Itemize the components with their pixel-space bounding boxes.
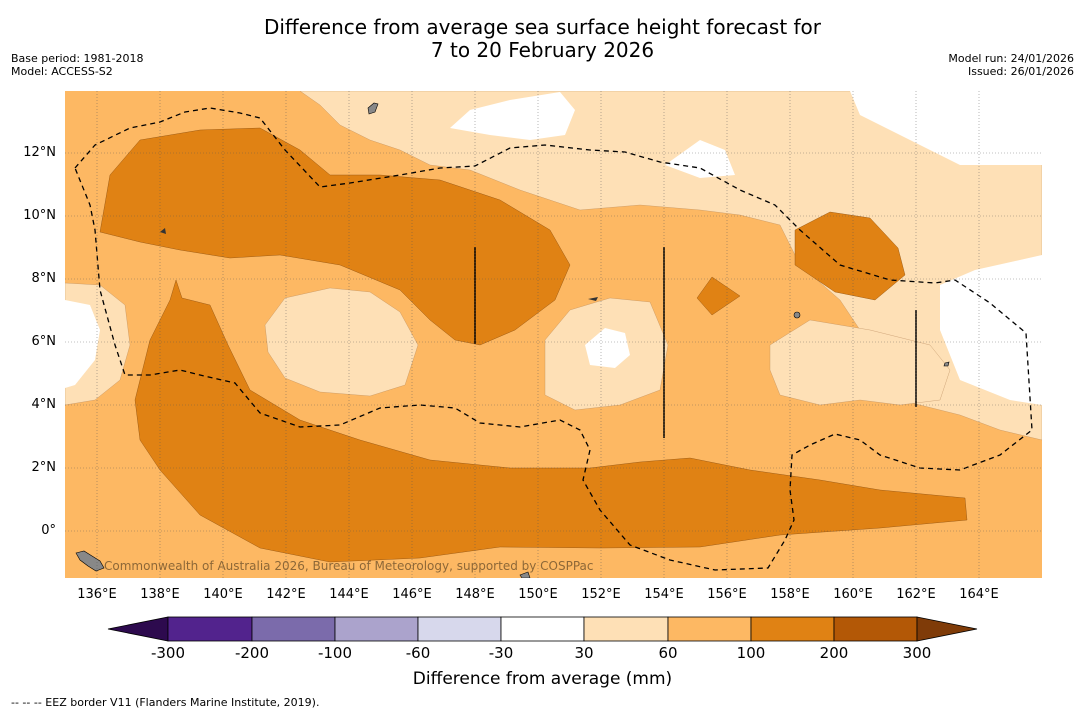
lat-label-4n: 4°N [31, 397, 57, 412]
lat-label-12n: 12°N [23, 145, 56, 160]
map-title-line-1: Difference from average sea surface heig… [263, 15, 822, 39]
colorbar-label-minus-60: -60 [405, 644, 431, 662]
lon-label-136e: 136°E [77, 587, 117, 602]
anomaly-band-30-60-east [769, 319, 951, 406]
colorbar-label-30: 30 [574, 644, 594, 662]
colorbar-label-100: 100 [736, 644, 766, 662]
lon-label-156e: 156°E [707, 587, 747, 602]
model-run-text: Model run: 24/01/2026 [948, 52, 1074, 65]
land-island-7 [588, 297, 598, 301]
land-island-3 [519, 571, 531, 578]
issued-text: Issued: 26/01/2026 [967, 65, 1074, 78]
colorbar-label-60: 60 [658, 644, 678, 662]
lon-label-148e: 148°E [455, 587, 495, 602]
lon-label-154e: 154°E [644, 587, 684, 602]
lat-label-2n: 2°N [31, 460, 57, 475]
lat-label-8n: 8°N [31, 271, 57, 286]
colorbar-swatch-2 [251, 616, 336, 642]
lon-label-150e: 150°E [518, 587, 558, 602]
lon-label-146e: 146°E [392, 587, 432, 602]
lon-label-162e: 162°E [896, 587, 936, 602]
anomaly-band-white-1 [450, 92, 575, 140]
land-island-5 [943, 361, 950, 367]
colorbar-title: Difference from average (mm) [412, 669, 673, 689]
anomaly-band-white-6 [585, 328, 630, 368]
lon-label-138e: 138°E [140, 587, 180, 602]
metadata-left: Base period: 1981-2018 Model: ACCESS-S2 [11, 52, 143, 78]
longitude-gridlines [96, 91, 980, 578]
colorbar-swatch-1 [167, 616, 253, 642]
eez-border [74, 107, 1033, 571]
anomaly-band-100-200-south [134, 279, 968, 563]
base-period-text: Base period: 1981-2018 [11, 52, 144, 65]
lon-label-140e: 140°E [203, 587, 243, 602]
colorbar-label-minus-30: -30 [488, 644, 514, 662]
credit-text: Commonwealth of Australia 2026, Bureau o… [104, 559, 594, 573]
colorbar-label-200: 200 [819, 644, 849, 662]
model-text: Model: ACCESS-S2 [11, 65, 113, 78]
land-island-4 [793, 311, 801, 319]
latitude-gridlines [65, 152, 1042, 532]
metadata-right: Model run: 24/01/2026 Issued: 26/01/2026 [948, 52, 1074, 78]
colorbar-label-300: 300 [902, 644, 932, 662]
colorbar [107, 616, 978, 642]
colorbar-label-minus-200: -200 [234, 644, 270, 662]
land-island-6 [160, 228, 166, 234]
map-plot-area [65, 91, 1042, 578]
lat-label-0: 0° [41, 523, 56, 538]
lon-label-152e: 152°E [581, 587, 621, 602]
lat-label-10n: 10°N [23, 208, 56, 223]
colorbar-extend-low [107, 616, 169, 642]
lon-label-164e: 164°E [959, 587, 999, 602]
colorbar-swatch-4 [417, 616, 502, 642]
anomaly-band-white-2 [665, 140, 735, 178]
lon-label-142e: 142°E [266, 587, 306, 602]
land-island-2 [367, 102, 379, 115]
anomaly-band-white-4 [940, 255, 1042, 405]
eez-footnote: -- -- -- EEZ border V11 (Flanders Marine… [11, 696, 320, 709]
map-title-line-2: 7 to 20 February 2026 [430, 38, 655, 62]
colorbar-extend-high [916, 616, 978, 642]
lon-label-158e: 158°E [770, 587, 810, 602]
anomaly-band-white-5 [65, 300, 100, 388]
colorbar-swatch-5 [500, 616, 585, 642]
anomaly-band-100-200-east [794, 211, 906, 301]
lat-label-6n: 6°N [31, 334, 57, 349]
colorbar-swatch-8 [750, 616, 835, 642]
colorbar-label-minus-300: -300 [150, 644, 186, 662]
anomaly-band-white-3 [850, 91, 1042, 165]
colorbar-swatch-6 [583, 616, 669, 642]
colorbar-label-minus-100: -100 [317, 644, 353, 662]
colorbar-swatch-9 [833, 616, 918, 642]
anomaly-band-100-200-north [99, 127, 571, 346]
colorbar-swatch-7 [667, 616, 752, 642]
lon-label-144e: 144°E [329, 587, 369, 602]
anomaly-band-30-60-north [299, 91, 1042, 441]
lon-label-160e: 160°E [833, 587, 873, 602]
anomaly-band-100-200-small [696, 276, 741, 316]
colorbar-swatch-3 [334, 616, 419, 642]
